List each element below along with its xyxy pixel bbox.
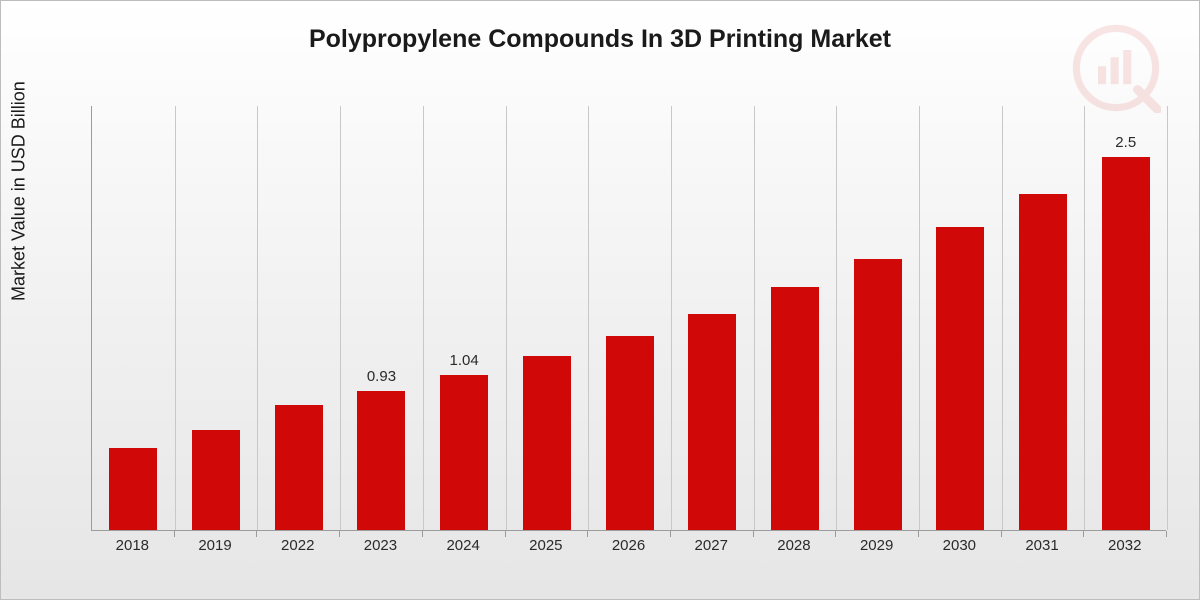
x-tick-label: 2023 bbox=[339, 537, 422, 554]
bar bbox=[440, 375, 488, 530]
bar bbox=[357, 391, 405, 530]
gridline-vertical bbox=[1002, 106, 1003, 530]
gridline-vertical bbox=[919, 106, 920, 530]
bar-value-label: 0.93 bbox=[367, 368, 396, 385]
bar bbox=[1102, 157, 1150, 530]
gridline-vertical bbox=[1167, 106, 1168, 530]
gridline-vertical bbox=[340, 106, 341, 530]
y-axis-label: Market Value in USD Billion bbox=[9, 81, 30, 301]
x-tick-label: 2028 bbox=[753, 537, 836, 554]
gridline-vertical bbox=[836, 106, 837, 530]
x-tick-label: 2030 bbox=[918, 537, 1001, 554]
x-tick-label: 2029 bbox=[835, 537, 918, 554]
bar bbox=[275, 405, 323, 530]
bar-value-label: 2.5 bbox=[1115, 134, 1136, 151]
gridline-vertical bbox=[423, 106, 424, 530]
gridline-vertical bbox=[257, 106, 258, 530]
chart-title: Polypropylene Compounds In 3D Printing M… bbox=[1, 25, 1199, 54]
bar bbox=[854, 259, 902, 530]
x-tick-label: 2022 bbox=[256, 537, 339, 554]
gridline-vertical bbox=[754, 106, 755, 530]
x-tick-label: 2024 bbox=[422, 537, 505, 554]
x-tick-label: 2019 bbox=[174, 537, 257, 554]
bar-value-label: 1.04 bbox=[450, 352, 479, 369]
x-tick-label: 2032 bbox=[1083, 537, 1166, 554]
bar bbox=[192, 430, 240, 530]
bar bbox=[109, 448, 157, 530]
x-tick-label: 2026 bbox=[587, 537, 670, 554]
bar bbox=[606, 336, 654, 530]
x-tick-label: 2018 bbox=[91, 537, 174, 554]
x-tick-label: 2027 bbox=[670, 537, 753, 554]
gridline-vertical bbox=[506, 106, 507, 530]
gridline-vertical bbox=[175, 106, 176, 530]
bar bbox=[688, 314, 736, 530]
x-tick-label: 2031 bbox=[1001, 537, 1084, 554]
plot-area: 0.93 1.04 2.5 bbox=[91, 106, 1166, 531]
bar bbox=[771, 287, 819, 530]
x-tick-mark bbox=[1166, 531, 1167, 537]
gridline-vertical bbox=[588, 106, 589, 530]
gridline-vertical bbox=[1084, 106, 1085, 530]
bar bbox=[1019, 194, 1067, 530]
bar bbox=[523, 356, 571, 530]
watermark-logo-icon bbox=[1071, 23, 1161, 113]
chart-container: Polypropylene Compounds In 3D Printing M… bbox=[0, 0, 1200, 600]
gridline-vertical bbox=[671, 106, 672, 530]
x-tick-label: 2025 bbox=[505, 537, 588, 554]
bar bbox=[936, 227, 984, 530]
